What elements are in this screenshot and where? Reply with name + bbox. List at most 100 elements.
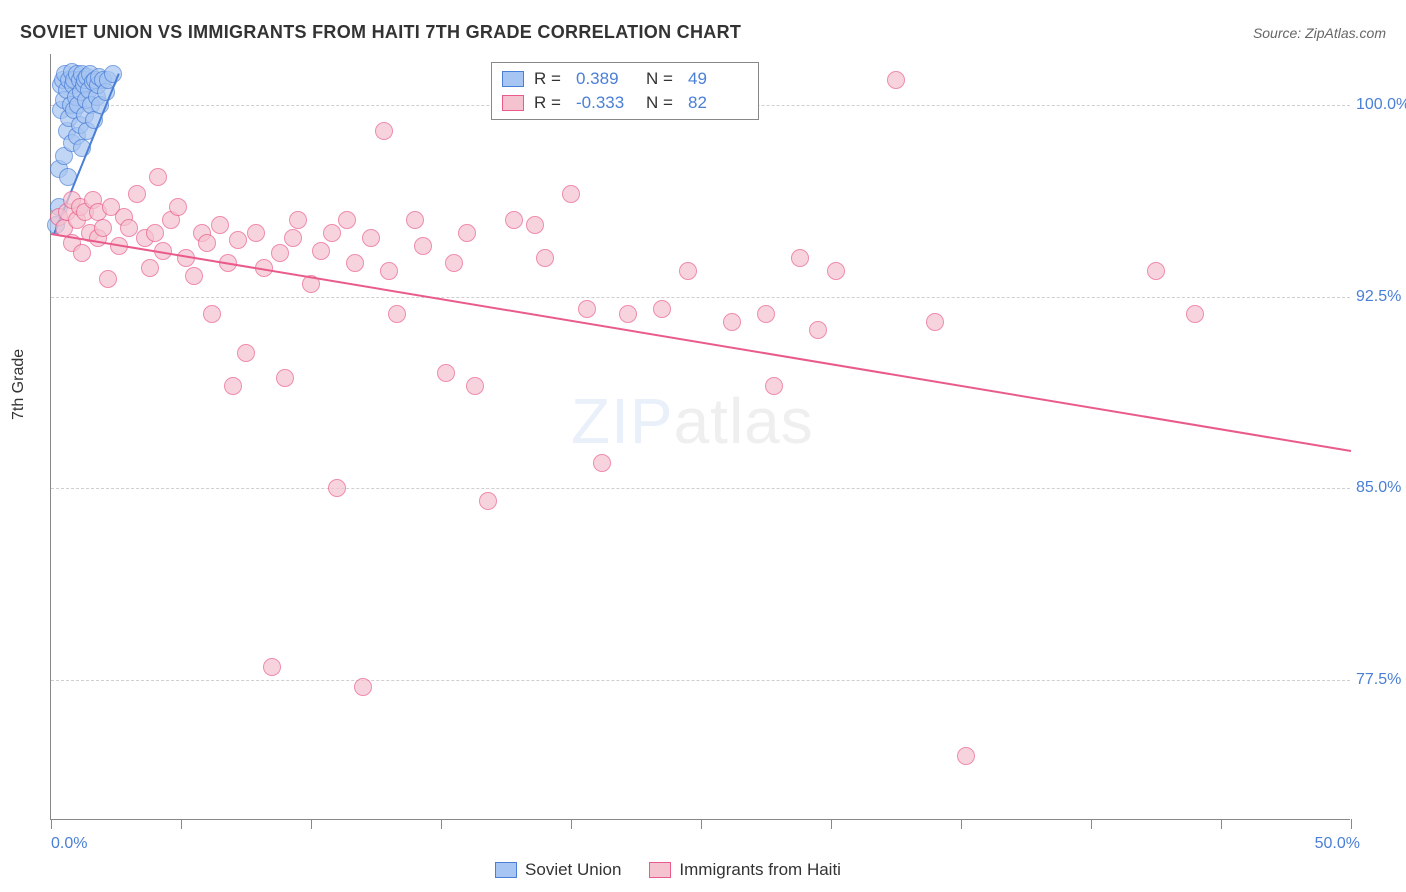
legend-series-name: Soviet Union bbox=[525, 860, 621, 880]
scatter-point bbox=[149, 168, 167, 186]
scatter-point bbox=[757, 305, 775, 323]
scatter-point bbox=[271, 244, 289, 262]
scatter-point bbox=[957, 747, 975, 765]
scatter-point bbox=[466, 377, 484, 395]
chart-title: SOVIET UNION VS IMMIGRANTS FROM HAITI 7T… bbox=[20, 22, 741, 43]
scatter-point bbox=[1147, 262, 1165, 280]
legend-stats-row: R = -0.333 N = 82 bbox=[502, 91, 748, 115]
scatter-point bbox=[73, 244, 91, 262]
y-tick-label: 92.5% bbox=[1356, 288, 1406, 306]
legend-r-value: -0.333 bbox=[576, 93, 636, 113]
scatter-point bbox=[445, 254, 463, 272]
x-tick bbox=[51, 819, 52, 829]
scatter-point bbox=[380, 262, 398, 280]
scatter-point bbox=[338, 211, 356, 229]
scatter-point bbox=[809, 321, 827, 339]
x-tick bbox=[181, 819, 182, 829]
scatter-point bbox=[536, 249, 554, 267]
scatter-point bbox=[406, 211, 424, 229]
gridline-horizontal bbox=[51, 680, 1350, 681]
scatter-point bbox=[198, 234, 216, 252]
x-tick bbox=[1091, 819, 1092, 829]
y-axis-label: 7th Grade bbox=[10, 349, 28, 420]
y-tick-label: 100.0% bbox=[1356, 96, 1406, 114]
scatter-point bbox=[276, 369, 294, 387]
legend-n-label: N = bbox=[646, 93, 678, 113]
legend-item: Immigrants from Haiti bbox=[649, 860, 841, 880]
legend-swatch bbox=[502, 71, 524, 87]
x-tick-label-last: 50.0% bbox=[1315, 835, 1360, 853]
scatter-point bbox=[354, 678, 372, 696]
legend-swatch bbox=[495, 862, 517, 878]
scatter-point bbox=[375, 122, 393, 140]
scatter-point bbox=[323, 224, 341, 242]
gridline-horizontal bbox=[51, 488, 1350, 489]
scatter-point bbox=[791, 249, 809, 267]
x-tick bbox=[701, 819, 702, 829]
legend-stats: R = 0.389 N = 49 R = -0.333 N = 82 bbox=[491, 62, 759, 120]
scatter-point bbox=[562, 185, 580, 203]
y-tick-label: 77.5% bbox=[1356, 671, 1406, 689]
scatter-point bbox=[289, 211, 307, 229]
scatter-point bbox=[229, 231, 247, 249]
scatter-point bbox=[312, 242, 330, 260]
scatter-point bbox=[437, 364, 455, 382]
x-tick bbox=[571, 819, 572, 829]
scatter-point bbox=[169, 198, 187, 216]
scatter-point bbox=[458, 224, 476, 242]
legend-r-label: R = bbox=[534, 69, 566, 89]
legend-r-label: R = bbox=[534, 93, 566, 113]
scatter-point bbox=[203, 305, 221, 323]
scatter-point bbox=[141, 259, 159, 277]
scatter-point bbox=[926, 313, 944, 331]
scatter-point bbox=[679, 262, 697, 280]
source-attribution: Source: ZipAtlas.com bbox=[1253, 25, 1386, 41]
scatter-point bbox=[479, 492, 497, 510]
scatter-point bbox=[1186, 305, 1204, 323]
scatter-point bbox=[578, 300, 596, 318]
x-tick bbox=[1221, 819, 1222, 829]
scatter-point bbox=[237, 344, 255, 362]
scatter-point bbox=[887, 71, 905, 89]
legend-stats-row: R = 0.389 N = 49 bbox=[502, 67, 748, 91]
scatter-point bbox=[388, 305, 406, 323]
legend-n-value: 82 bbox=[688, 93, 748, 113]
legend-swatch bbox=[502, 95, 524, 111]
scatter-point bbox=[104, 65, 122, 83]
scatter-point bbox=[653, 300, 671, 318]
scatter-point bbox=[224, 377, 242, 395]
gridline-horizontal bbox=[51, 297, 1350, 298]
scatter-point bbox=[362, 229, 380, 247]
scatter-point bbox=[526, 216, 544, 234]
x-tick bbox=[1351, 819, 1352, 829]
scatter-point bbox=[765, 377, 783, 395]
x-tick bbox=[831, 819, 832, 829]
scatter-point bbox=[94, 219, 112, 237]
scatter-point bbox=[414, 237, 432, 255]
scatter-point bbox=[619, 305, 637, 323]
scatter-point bbox=[99, 270, 117, 288]
y-tick-label: 85.0% bbox=[1356, 479, 1406, 497]
x-tick bbox=[441, 819, 442, 829]
legend-item: Soviet Union bbox=[495, 860, 621, 880]
scatter-point bbox=[328, 479, 346, 497]
scatter-point bbox=[247, 224, 265, 242]
legend-n-value: 49 bbox=[688, 69, 748, 89]
scatter-point bbox=[284, 229, 302, 247]
watermark: ZIPatlas bbox=[571, 384, 814, 458]
legend-series-name: Immigrants from Haiti bbox=[679, 860, 841, 880]
scatter-point bbox=[346, 254, 364, 272]
scatter-point bbox=[723, 313, 741, 331]
scatter-point bbox=[211, 216, 229, 234]
x-tick bbox=[311, 819, 312, 829]
scatter-point bbox=[263, 658, 281, 676]
scatter-point bbox=[146, 224, 164, 242]
legend-n-label: N = bbox=[646, 69, 678, 89]
scatter-point bbox=[128, 185, 146, 203]
scatter-plot-area: ZIPatlas 77.5%85.0%92.5%100.0%0.0%50.0%R… bbox=[50, 54, 1350, 820]
legend-r-value: 0.389 bbox=[576, 69, 636, 89]
x-tick-label-first: 0.0% bbox=[51, 835, 87, 853]
x-tick bbox=[961, 819, 962, 829]
scatter-point bbox=[505, 211, 523, 229]
scatter-point bbox=[827, 262, 845, 280]
